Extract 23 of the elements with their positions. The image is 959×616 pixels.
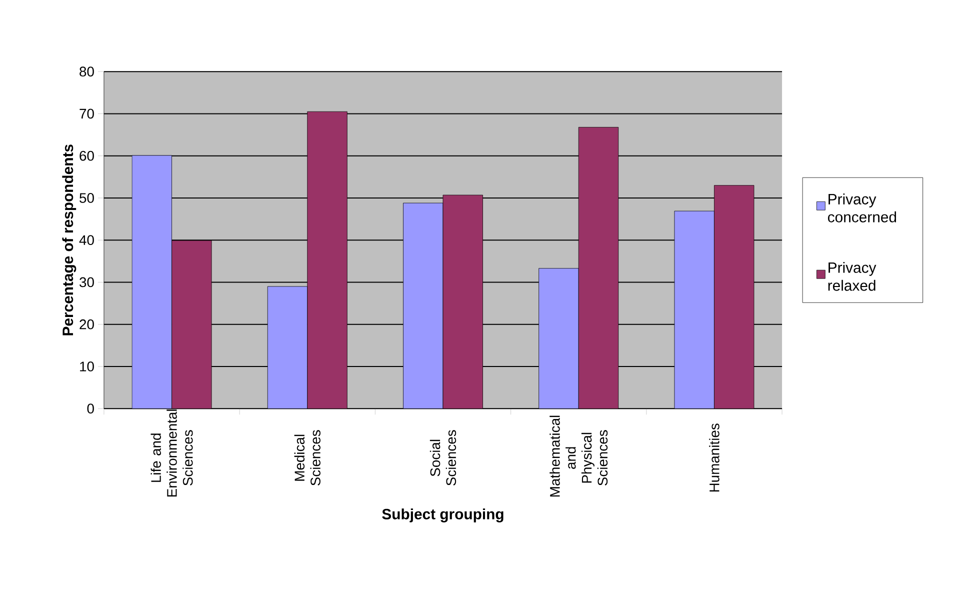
x-tick-label: Mathematical and Physical Sciences: [550, 416, 608, 496]
legend-label: Privacy relaxed: [828, 262, 876, 291]
y-tick-label: 40: [79, 234, 94, 245]
x-tick-label: Social Sciences: [430, 430, 456, 486]
bar: [578, 126, 618, 408]
bar: [172, 240, 212, 408]
bar: [714, 184, 754, 408]
bar: [442, 194, 483, 408]
y-tick-label: 30: [80, 277, 94, 287]
y-tick-label: 50: [80, 192, 94, 203]
y-tick-label: 70: [80, 108, 94, 118]
y-tick-label: 20: [80, 319, 94, 330]
y-axis-title: Percentage of respondents: [62, 144, 76, 336]
y-tick-label: 80: [80, 66, 94, 76]
x-axis-title: Subject grouping: [382, 508, 504, 522]
y-tick-label: 60: [80, 150, 94, 161]
x-tick-label: Humanities: [709, 423, 720, 492]
legend-label: Privacy concerned: [828, 193, 896, 222]
x-tick-label: Medical Sciences: [294, 430, 320, 486]
y-tick-label: 10: [80, 361, 94, 372]
y-tick-label: 0: [87, 403, 94, 414]
bar: [307, 111, 348, 408]
x-tick-label: Life and Environmental Sciences: [150, 409, 193, 496]
